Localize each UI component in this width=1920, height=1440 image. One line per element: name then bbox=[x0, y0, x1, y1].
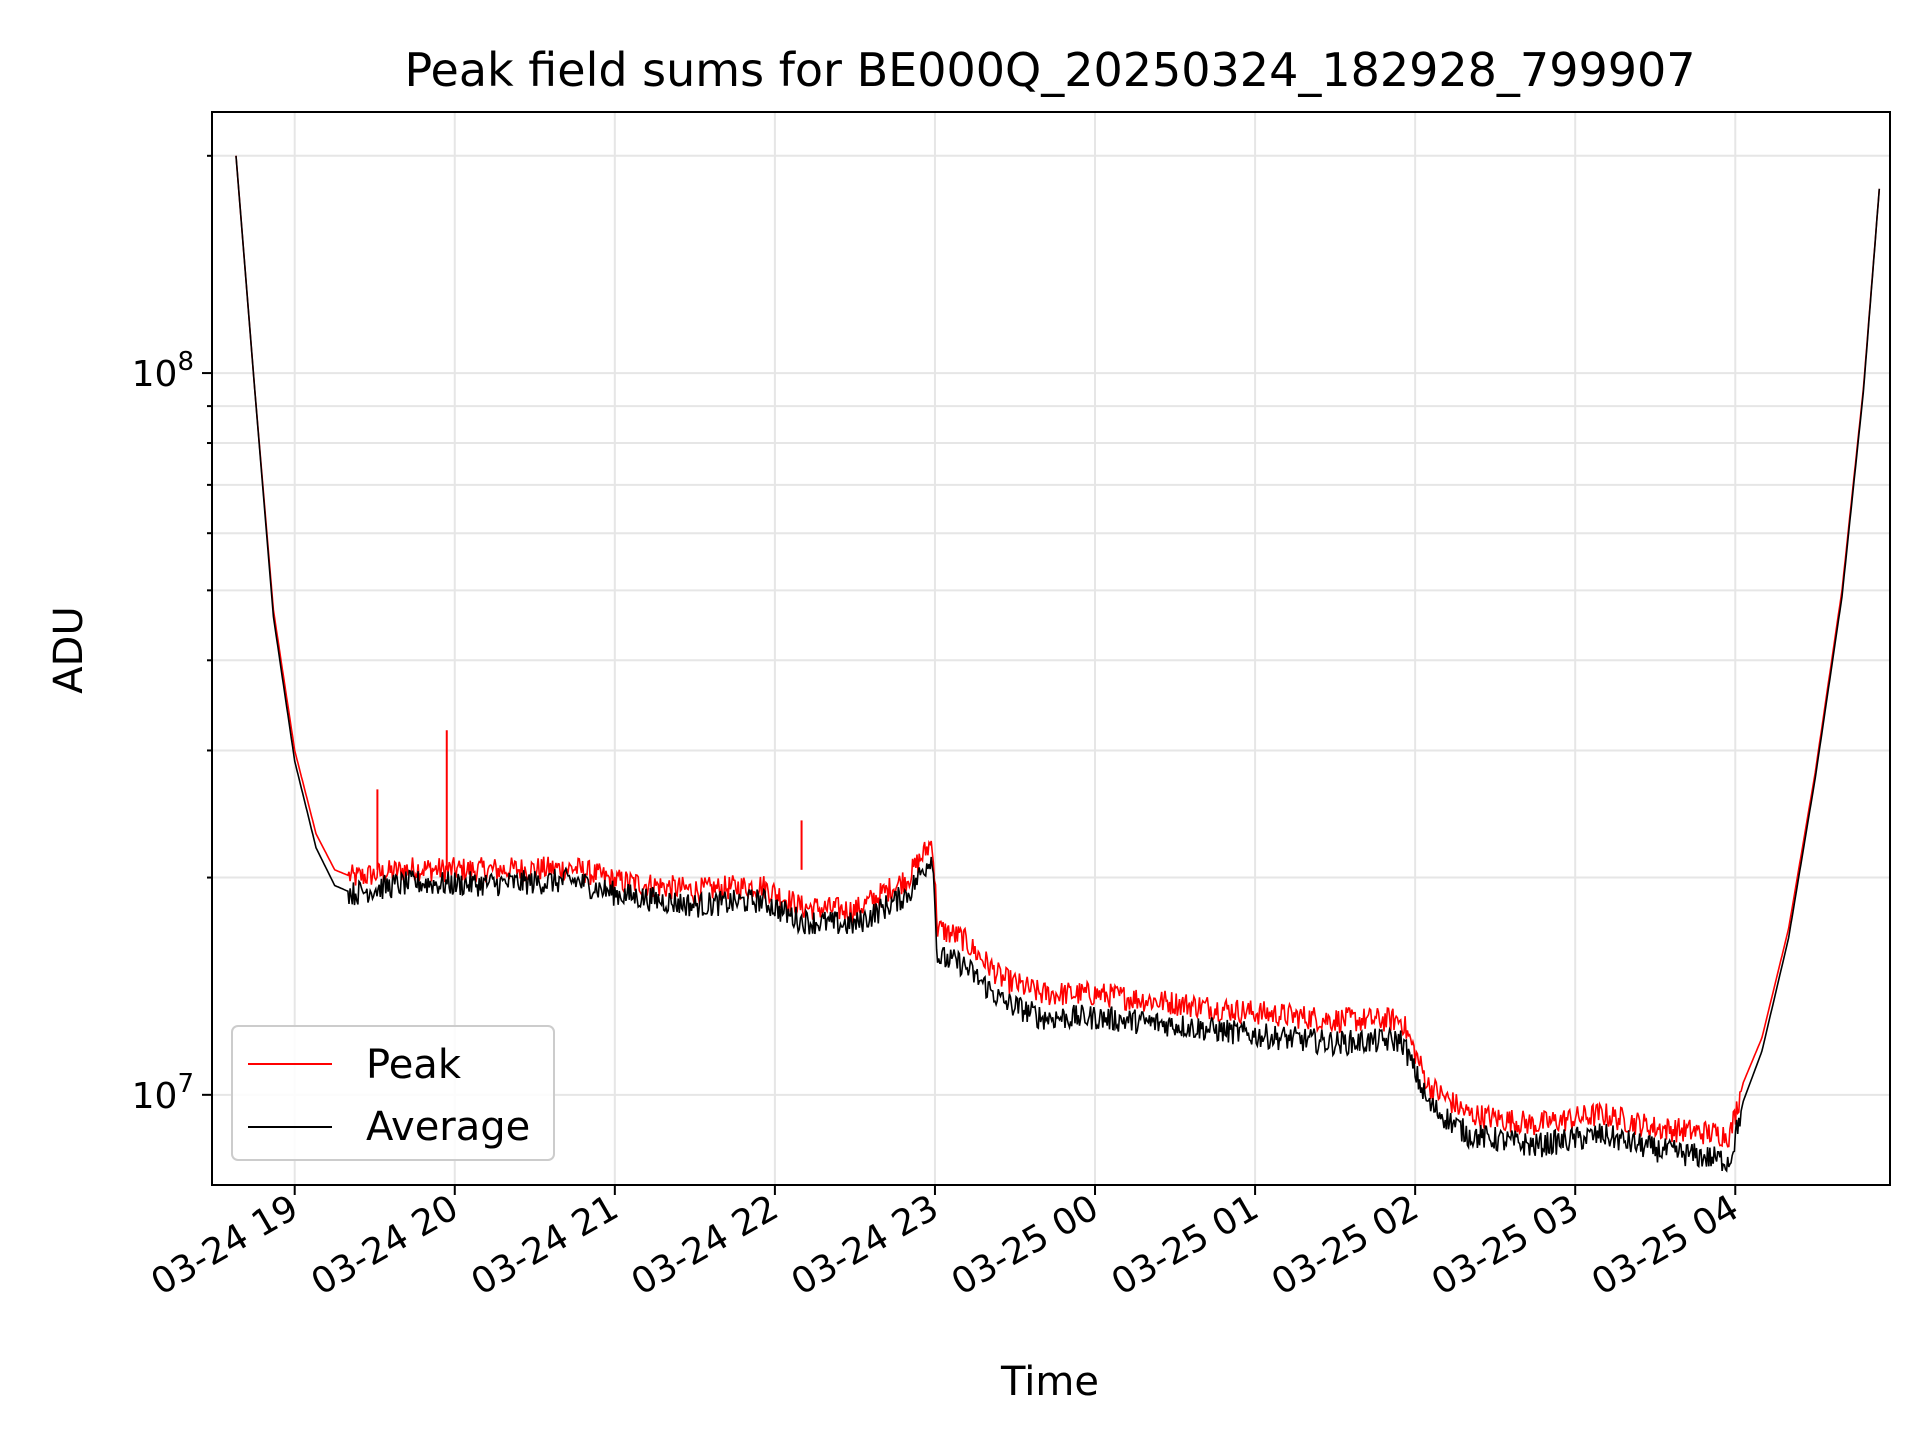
legend-label-peak: Peak bbox=[366, 1042, 462, 1088]
legend-label-average: Average bbox=[366, 1104, 530, 1150]
x-tick-label: 03-25 00 bbox=[945, 1187, 1106, 1303]
x-tick-label: 03-25 04 bbox=[1585, 1187, 1746, 1303]
series-line-peak bbox=[235, 155, 1881, 1148]
series-layer bbox=[235, 155, 1881, 1173]
x-axis-label: Time bbox=[1000, 1359, 1099, 1405]
x-tick-label: 03-24 23 bbox=[785, 1187, 946, 1303]
legend: Peak Average bbox=[231, 1025, 555, 1161]
chart-title: Peak field sums for BE000Q_20250324_1829… bbox=[404, 43, 1695, 97]
x-tick-label: 03-25 02 bbox=[1265, 1187, 1426, 1303]
y-tick-label: 107 bbox=[132, 1069, 194, 1117]
ticks bbox=[202, 154, 1737, 1195]
x-tick-label: 03-24 21 bbox=[465, 1187, 626, 1303]
x-tick-label: 03-24 19 bbox=[145, 1187, 306, 1303]
x-tick-label: 03-25 01 bbox=[1105, 1187, 1266, 1303]
y-tick-label: 108 bbox=[132, 347, 194, 395]
x-tick-label: 03-24 20 bbox=[305, 1187, 466, 1303]
x-tick-label: 03-25 03 bbox=[1425, 1187, 1586, 1303]
x-tick-label: 03-24 22 bbox=[625, 1187, 786, 1303]
grid bbox=[212, 112, 1890, 1185]
series-line-average bbox=[235, 155, 1881, 1173]
plot-frame bbox=[211, 111, 1891, 1186]
y-axis-label: ADU bbox=[46, 606, 92, 693]
